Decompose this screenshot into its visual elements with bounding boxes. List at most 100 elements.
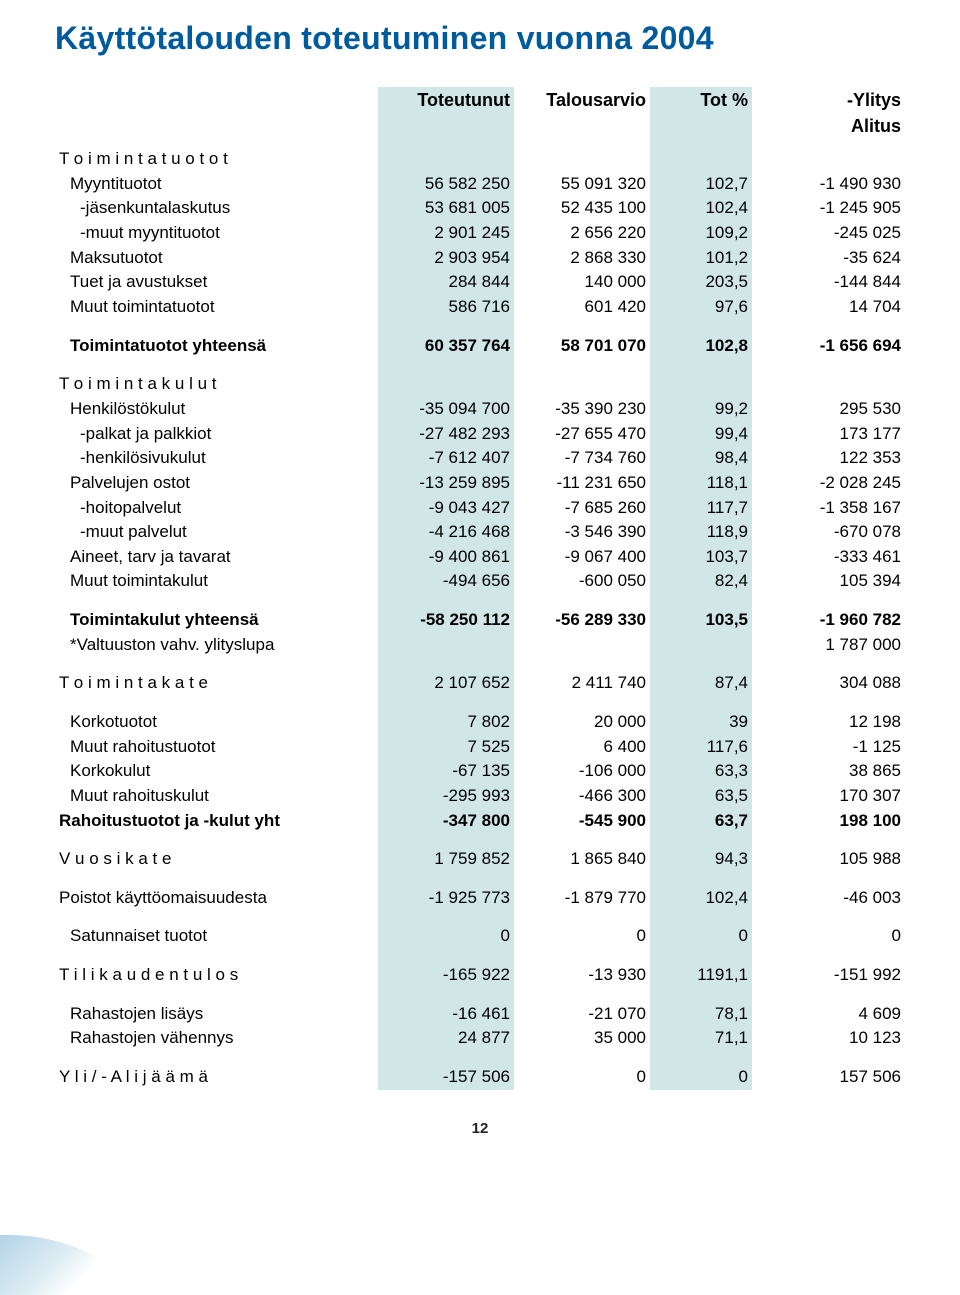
row-label: -jäsenkuntalaskutus bbox=[55, 196, 378, 221]
cell: -58 250 112 bbox=[378, 594, 514, 633]
cell: 101,2 bbox=[650, 246, 752, 271]
cell: -35 390 230 bbox=[514, 397, 650, 422]
cell: -295 993 bbox=[378, 784, 514, 809]
cell bbox=[650, 147, 752, 172]
row-label: Muut toimintakulut bbox=[55, 569, 378, 594]
cell: 1 865 840 bbox=[514, 833, 650, 886]
row-label: -muut myyntituotot bbox=[55, 221, 378, 246]
row-label: T o i m i n t a t u o t o t bbox=[55, 147, 378, 172]
cell: -1 925 773 bbox=[378, 886, 514, 911]
table-row: Aineet, tarv ja tavarat-9 400 861-9 067 … bbox=[55, 545, 905, 570]
cell bbox=[752, 372, 905, 397]
cell: 12 198 bbox=[752, 710, 905, 735]
row-label: Myyntituotot bbox=[55, 172, 378, 197]
cell: 102,4 bbox=[650, 196, 752, 221]
cell: 102,8 bbox=[650, 320, 752, 373]
table-row: Y l i / - A l i j ä ä m ä-157 50600157 5… bbox=[55, 1051, 905, 1090]
cell: 55 091 320 bbox=[514, 172, 650, 197]
cell: 4 609 bbox=[752, 1002, 905, 1027]
row-label: T i l i k a u d e n t u l o s bbox=[55, 963, 378, 1002]
cell: -9 043 427 bbox=[378, 496, 514, 521]
cell: -16 461 bbox=[378, 1002, 514, 1027]
cell bbox=[650, 633, 752, 658]
page-corner-decoration bbox=[0, 1235, 120, 1295]
cell: 2 411 740 bbox=[514, 657, 650, 710]
cell: -2 028 245 bbox=[752, 471, 905, 496]
cell: -600 050 bbox=[514, 569, 650, 594]
table-row: -muut myyntituotot2 901 2452 656 220109,… bbox=[55, 221, 905, 246]
cell: -1 358 167 bbox=[752, 496, 905, 521]
cell: -27 482 293 bbox=[378, 422, 514, 447]
cell: -1 960 782 bbox=[752, 594, 905, 633]
table-row: Tuet ja avustukset284 844140 000203,5-14… bbox=[55, 270, 905, 295]
cell: 63,7 bbox=[650, 809, 752, 834]
cell: -1 125 bbox=[752, 735, 905, 760]
table-head: Toteutunut Talousarvio Tot % -Ylitys Ali… bbox=[55, 87, 905, 147]
cell: 0 bbox=[650, 910, 752, 963]
cell: 601 420 bbox=[514, 295, 650, 320]
cell: 2 868 330 bbox=[514, 246, 650, 271]
cell bbox=[514, 633, 650, 658]
table-row: Rahastojen vähennys24 87735 00071,110 12… bbox=[55, 1026, 905, 1051]
cell: 0 bbox=[514, 1051, 650, 1090]
table-row: Muut rahoitustuotot7 5256 400117,6-1 125 bbox=[55, 735, 905, 760]
cell: -27 655 470 bbox=[514, 422, 650, 447]
cell: 58 701 070 bbox=[514, 320, 650, 373]
table-row: Satunnaiset tuotot0000 bbox=[55, 910, 905, 963]
cell: -56 289 330 bbox=[514, 594, 650, 633]
cell: 63,5 bbox=[650, 784, 752, 809]
table-row: Rahastojen lisäys-16 461-21 07078,14 609 bbox=[55, 1002, 905, 1027]
row-label: -muut palvelut bbox=[55, 520, 378, 545]
row-label: Muut toimintatuotot bbox=[55, 295, 378, 320]
cell: 2 656 220 bbox=[514, 221, 650, 246]
row-label: Rahastojen vähennys bbox=[55, 1026, 378, 1051]
row-label: Toimintakulut yhteensä bbox=[55, 594, 378, 633]
cell: 170 307 bbox=[752, 784, 905, 809]
cell: -21 070 bbox=[514, 1002, 650, 1027]
cell: -670 078 bbox=[752, 520, 905, 545]
cell: 2 107 652 bbox=[378, 657, 514, 710]
row-label: Korkotuotot bbox=[55, 710, 378, 735]
cell: 7 802 bbox=[378, 710, 514, 735]
cell: 102,4 bbox=[650, 886, 752, 911]
table-row: T i l i k a u d e n t u l o s-165 922-13… bbox=[55, 963, 905, 1002]
cell: -1 656 694 bbox=[752, 320, 905, 373]
table-row: Myyntituotot56 582 25055 091 320102,7-1 … bbox=[55, 172, 905, 197]
table-row: Henkilöstökulut-35 094 700-35 390 23099,… bbox=[55, 397, 905, 422]
table-row: -palkat ja palkkiot-27 482 293-27 655 47… bbox=[55, 422, 905, 447]
cell: 103,7 bbox=[650, 545, 752, 570]
table-row: Rahoitustuotot ja -kulut yht-347 800-545… bbox=[55, 809, 905, 834]
cell: 35 000 bbox=[514, 1026, 650, 1051]
cell: 105 394 bbox=[752, 569, 905, 594]
cell: 118,1 bbox=[650, 471, 752, 496]
cell: -35 624 bbox=[752, 246, 905, 271]
row-label: *Valtuuston vahv. ylityslupa bbox=[55, 633, 378, 658]
row-label: Tuet ja avustukset bbox=[55, 270, 378, 295]
page-number: 12 bbox=[55, 1120, 905, 1137]
cell: 52 435 100 bbox=[514, 196, 650, 221]
cell: -165 922 bbox=[378, 963, 514, 1002]
row-label: Korkokulut bbox=[55, 759, 378, 784]
col-header-alitus: Alitus bbox=[752, 113, 905, 147]
cell: -67 135 bbox=[378, 759, 514, 784]
cell: 97,6 bbox=[650, 295, 752, 320]
row-label: V u o s i k a t e bbox=[55, 833, 378, 886]
cell: 203,5 bbox=[650, 270, 752, 295]
cell: 24 877 bbox=[378, 1026, 514, 1051]
cell: -46 003 bbox=[752, 886, 905, 911]
cell bbox=[514, 147, 650, 172]
cell: 60 357 764 bbox=[378, 320, 514, 373]
table-row: Maksutuotot2 903 9542 868 330101,2-35 62… bbox=[55, 246, 905, 271]
cell: 1 759 852 bbox=[378, 833, 514, 886]
row-label: Satunnaiset tuotot bbox=[55, 910, 378, 963]
cell: -494 656 bbox=[378, 569, 514, 594]
cell: -7 734 760 bbox=[514, 446, 650, 471]
cell: 0 bbox=[752, 910, 905, 963]
cell: 304 088 bbox=[752, 657, 905, 710]
table-row: *Valtuuston vahv. ylityslupa1 787 000 bbox=[55, 633, 905, 658]
cell: 117,7 bbox=[650, 496, 752, 521]
cell: 103,5 bbox=[650, 594, 752, 633]
col-header: Tot % bbox=[650, 87, 752, 113]
cell: -1 490 930 bbox=[752, 172, 905, 197]
cell bbox=[752, 147, 905, 172]
